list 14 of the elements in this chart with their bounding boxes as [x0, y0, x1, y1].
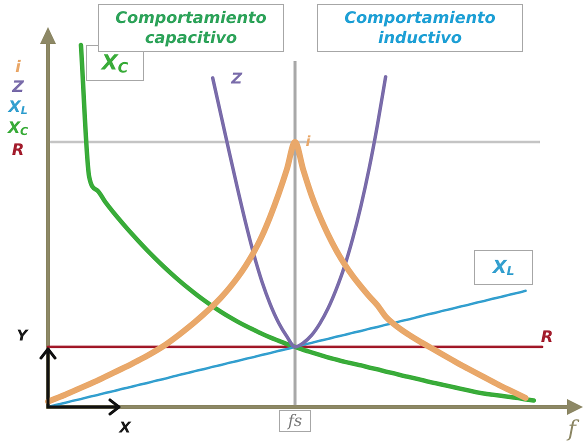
text: fs [288, 410, 302, 430]
text: X$_{L}$ [8, 96, 28, 117]
text: Y [16, 326, 28, 344]
text: Z [12, 76, 24, 96]
series-label: X$_{C}$ [102, 50, 128, 76]
text: i [15, 57, 21, 76]
series-label: Z [231, 69, 242, 88]
text: X$_{C}$ [8, 118, 28, 138]
text: X [119, 418, 131, 436]
x-axis-title: f [566, 417, 580, 441]
series-label: R [540, 326, 554, 346]
series-label: i [306, 134, 310, 150]
text: R [12, 140, 24, 159]
series-label: X$_{L}$ [492, 256, 514, 278]
